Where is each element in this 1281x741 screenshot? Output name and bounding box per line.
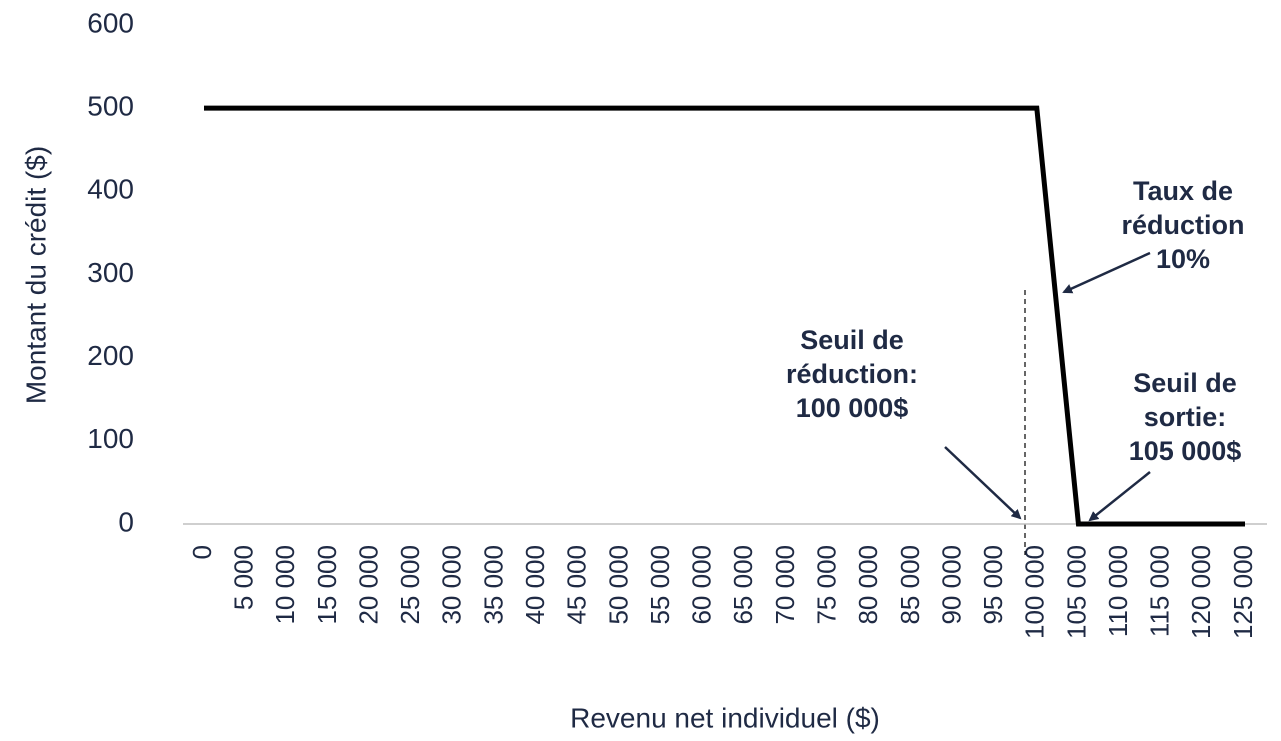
y-tick-label: 300: [87, 257, 134, 288]
x-tick-label: 55 000: [645, 545, 675, 625]
x-tick-label: 105 000: [1061, 545, 1091, 639]
annotation: 100 000$: [796, 393, 909, 423]
annotation: 105 000$: [1129, 436, 1242, 466]
x-tick-label: 30 000: [437, 545, 467, 625]
y-tick-label: 500: [87, 91, 134, 122]
arrow: [1062, 251, 1151, 294]
x-tick-label: 110 000: [1103, 545, 1133, 637]
x-tick-label: 45 000: [562, 545, 592, 625]
y-tick-label: 100: [87, 423, 134, 454]
arrow: [1088, 471, 1151, 522]
x-tick-label: 85 000: [895, 545, 925, 625]
x-tick-label: 40 000: [520, 545, 550, 625]
x-tick-label: 5 000: [229, 545, 259, 610]
x-tick-label: 95 000: [978, 545, 1008, 625]
annotation: Taux de: [1133, 176, 1233, 206]
x-tick-label: 20 000: [353, 545, 383, 625]
x-tick-label: 60 000: [687, 545, 717, 625]
x-tick-label: 65 000: [728, 545, 758, 625]
x-tick-label: 80 000: [853, 545, 883, 625]
x-tick-label: 90 000: [936, 545, 966, 625]
x-tick-label: 115 000: [1145, 545, 1175, 637]
x-tick-label: 0: [187, 545, 217, 559]
x-tick-label: 125 000: [1228, 545, 1258, 639]
x-tick-label: 100 000: [1020, 545, 1050, 639]
x-tick-label: 35 000: [478, 545, 508, 625]
x-tick-label: 70 000: [770, 545, 800, 625]
x-tick-label: 75 000: [811, 545, 841, 625]
y-tick-label: 200: [87, 340, 134, 371]
y-tick-label: 600: [87, 7, 134, 38]
arrow: [944, 446, 1022, 520]
y-tick-label: 0: [118, 506, 134, 537]
annotation: Seuil de: [800, 325, 904, 355]
annotation: sortie:: [1144, 402, 1227, 432]
x-axis-title: Revenu net individuel ($): [570, 702, 880, 733]
line: [204, 105, 1245, 527]
annotation: réduction:: [786, 359, 918, 389]
x-tick-label: 15 000: [312, 545, 342, 625]
y-tick-label: 400: [87, 174, 134, 205]
y-axis-title: Montant du crédit ($): [20, 146, 51, 404]
x-tick-label: 10 000: [270, 545, 300, 625]
annotation: Seuil de: [1133, 368, 1237, 398]
x-tick-label: 25 000: [395, 545, 425, 625]
annotation: 10%: [1156, 244, 1210, 274]
x-tick-label: 50 000: [603, 545, 633, 625]
x-tick-label: 120 000: [1186, 545, 1216, 639]
annotation: réduction: [1121, 210, 1244, 240]
